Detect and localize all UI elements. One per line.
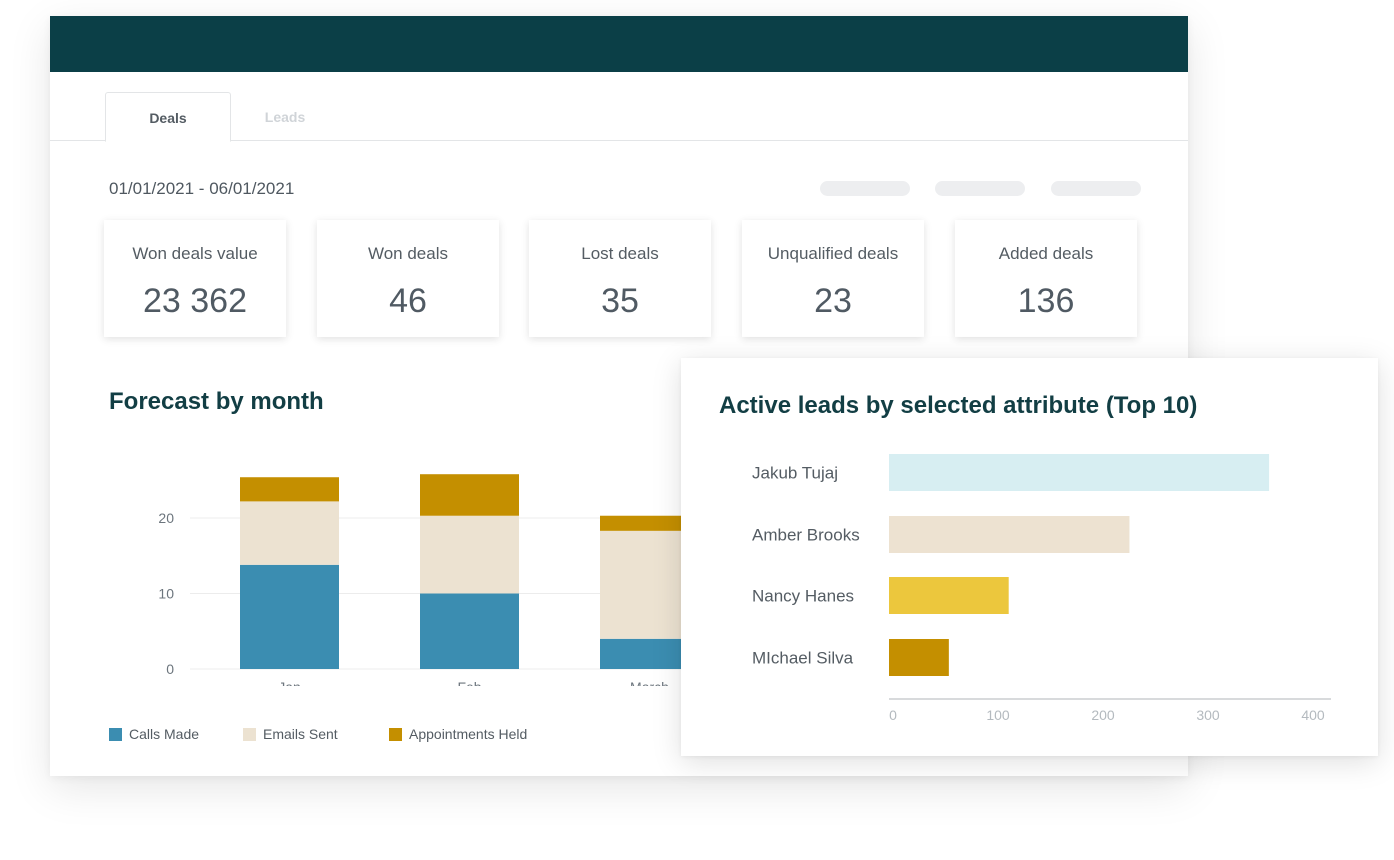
legend-label: Calls Made (129, 726, 200, 742)
tab-bar: Deals Leads (50, 72, 1188, 142)
x-tick-label: 100 (986, 707, 1010, 723)
stat-value: 46 (389, 282, 427, 320)
top-bar (50, 16, 1188, 72)
x-tick-label: Jan (278, 679, 301, 686)
active-leads-title: Active leads by selected attribute (Top … (719, 392, 1198, 419)
bar-segment (600, 530, 690, 639)
bar-segment (600, 515, 690, 531)
bar-segment (240, 564, 339, 669)
legend-item-calls-made: Calls Made (109, 726, 199, 742)
legend-swatch (389, 727, 402, 741)
stat-card-unqualified-deals[interactable]: Unqualified deals 23 (742, 220, 924, 337)
stat-value: 35 (601, 282, 639, 320)
bar (889, 639, 949, 676)
stat-label: Added deals (998, 244, 1094, 263)
bar-segment (420, 474, 519, 516)
legend-label: Emails Sent (263, 726, 338, 742)
stat-value: 23 (814, 282, 852, 320)
active-leads-chart: Jakub Tujaj Amber Brooks Nancy Hanes MIchae… (752, 454, 1331, 723)
filter-placeholder-2[interactable] (935, 181, 1025, 196)
bar-label: Amber Brooks (752, 526, 860, 545)
stat-value: 23 362 (143, 282, 247, 320)
bar (889, 516, 1130, 553)
stat-card-added-deals[interactable]: Added deals 136 (955, 220, 1137, 337)
x-tick-label: 200 (1091, 707, 1115, 723)
stat-value: 136 (1017, 282, 1075, 320)
legend-item-appointments-held: Appointments Held (389, 726, 527, 742)
stat-card-lost-deals[interactable]: Lost deals 35 (529, 220, 711, 337)
bar-label: Nancy Hanes (752, 587, 854, 606)
forecast-title: Forecast by month (109, 388, 324, 415)
date-range[interactable]: 01/01/2021 - 06/01/2021 (109, 179, 295, 198)
stat-label: Won deals (367, 244, 448, 263)
forecast-chart: 0 10 20 Jan Feb March (158, 474, 690, 686)
bar (889, 577, 1009, 614)
stat-card-won-deals[interactable]: Won deals 46 (317, 220, 499, 337)
active-leads-panel: Active leads by selected attribute (Top … (681, 358, 1378, 756)
x-tick-label: March (630, 679, 669, 686)
x-tick-label: 0 (889, 707, 897, 723)
bar-segment (420, 593, 519, 669)
filter-placeholder-3[interactable] (1051, 181, 1141, 196)
filter-placeholder-1[interactable] (820, 181, 910, 196)
stat-label: Lost deals (581, 244, 659, 263)
x-tick-label: Feb (457, 679, 481, 686)
tab-deals[interactable]: Deals (105, 92, 231, 142)
tab-leads[interactable]: Leads (264, 109, 306, 125)
bar-segment (420, 515, 519, 594)
bar-segment (240, 501, 339, 565)
y-tick-label: 20 (158, 510, 174, 526)
x-tick-label: 300 (1196, 707, 1220, 723)
legend-swatch (109, 727, 122, 741)
stat-card-won-deals-value[interactable]: Won deals value 23 362 (104, 220, 286, 337)
y-tick-label: 0 (166, 661, 174, 677)
stat-label: Unqualified deals (767, 244, 899, 263)
legend-label: Appointments Held (409, 726, 528, 742)
bar (889, 454, 1270, 491)
stat-label: Won deals value (132, 244, 258, 263)
bar-label: MIchael Silva (752, 649, 854, 668)
y-tick-label: 10 (158, 586, 174, 602)
legend-swatch (243, 727, 256, 741)
bar-segment (600, 638, 690, 669)
bar-segment (240, 477, 339, 502)
legend-item-emails-sent: Emails Sent (243, 726, 338, 742)
x-tick-label: 400 (1301, 707, 1325, 723)
bar-label: Jakub Tujaj (752, 464, 838, 483)
